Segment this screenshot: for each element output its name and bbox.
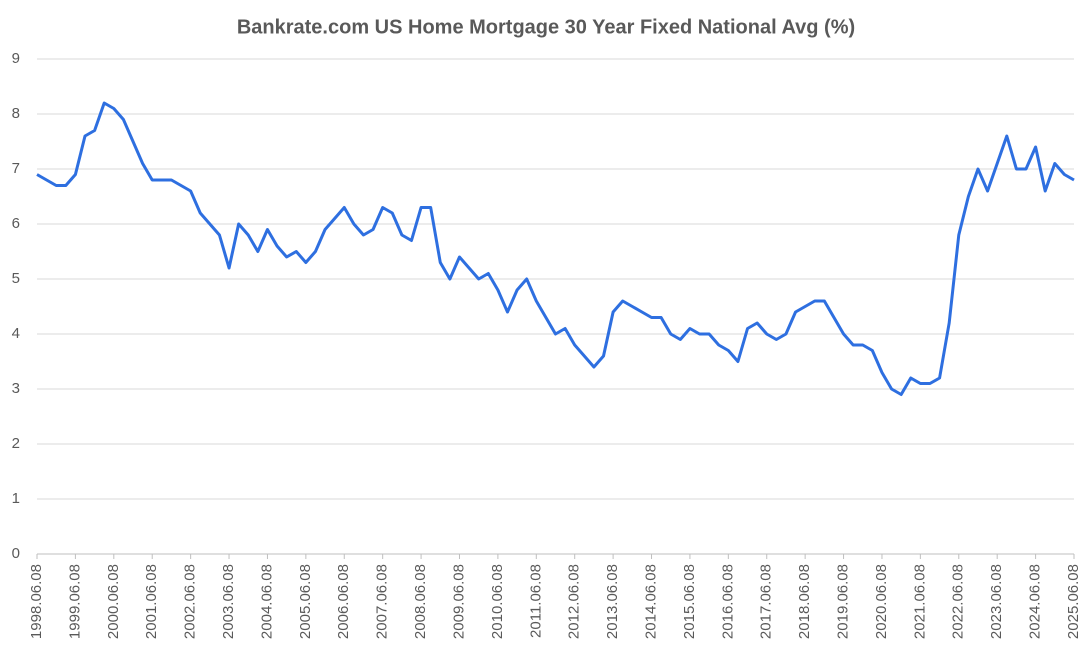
y-tick-label: 0: [12, 545, 20, 562]
x-tick-label: 2011.06.08: [527, 564, 544, 638]
x-tick-label: 2022.06.08: [950, 564, 967, 639]
x-tick-label: 2007.06.08: [374, 564, 391, 639]
x-tick-label: 1998.06.08: [28, 564, 45, 639]
y-tick-label: 5: [12, 270, 20, 287]
y-tick-label: 1: [12, 490, 20, 507]
x-tick-label: 2004.06.08: [258, 564, 275, 639]
y-tick-label: 9: [12, 50, 20, 67]
chart-title: Bankrate.com US Home Mortgage 30 Year Fi…: [237, 16, 855, 38]
y-tick-label: 3: [12, 380, 20, 397]
x-tick-label: 2005.06.08: [297, 564, 314, 639]
y-tick-label: 4: [12, 325, 20, 342]
x-tick-label: 2021.06.08: [911, 564, 928, 639]
x-tick-label: 2015.06.08: [681, 564, 698, 639]
x-tick-label: 2024.06.08: [1027, 564, 1044, 639]
y-tick-label: 8: [12, 105, 20, 122]
x-tick-label: 2020.06.08: [873, 564, 890, 639]
x-tick-label: 2009.06.08: [450, 564, 467, 639]
x-tick-label: 2002.06.08: [182, 564, 199, 639]
y-tick-label: 6: [12, 215, 20, 232]
x-tick-label: 2012.06.08: [566, 564, 583, 639]
x-tick-label: 2014.06.08: [642, 564, 659, 639]
x-tick-label: 2017.06.08: [758, 564, 775, 639]
x-tick-label: 2013.06.08: [604, 564, 621, 639]
x-tick-label: 2000.06.08: [105, 564, 122, 639]
x-tick-label: 2006.06.08: [335, 564, 352, 639]
y-tick-label: 2: [12, 435, 20, 452]
x-tick-label: 2023.06.08: [988, 564, 1005, 639]
x-tick-label: 2019.06.08: [835, 564, 852, 639]
x-tick-label: 2008.06.08: [412, 564, 429, 639]
x-tick-label: 2018.06.08: [796, 564, 813, 639]
data-line: [36, 101, 1075, 396]
y-tick-label: 7: [12, 160, 20, 177]
x-tick-label: 2025.06.08: [1065, 564, 1082, 639]
x-tick-label: 2001.06.08: [143, 564, 160, 639]
x-tick-label: 1999.06.08: [66, 564, 83, 639]
x-tick-label: 2016.06.08: [719, 564, 736, 639]
x-tick-label: 2003.06.08: [220, 564, 237, 639]
x-tick-label: 2010.06.08: [489, 564, 506, 639]
